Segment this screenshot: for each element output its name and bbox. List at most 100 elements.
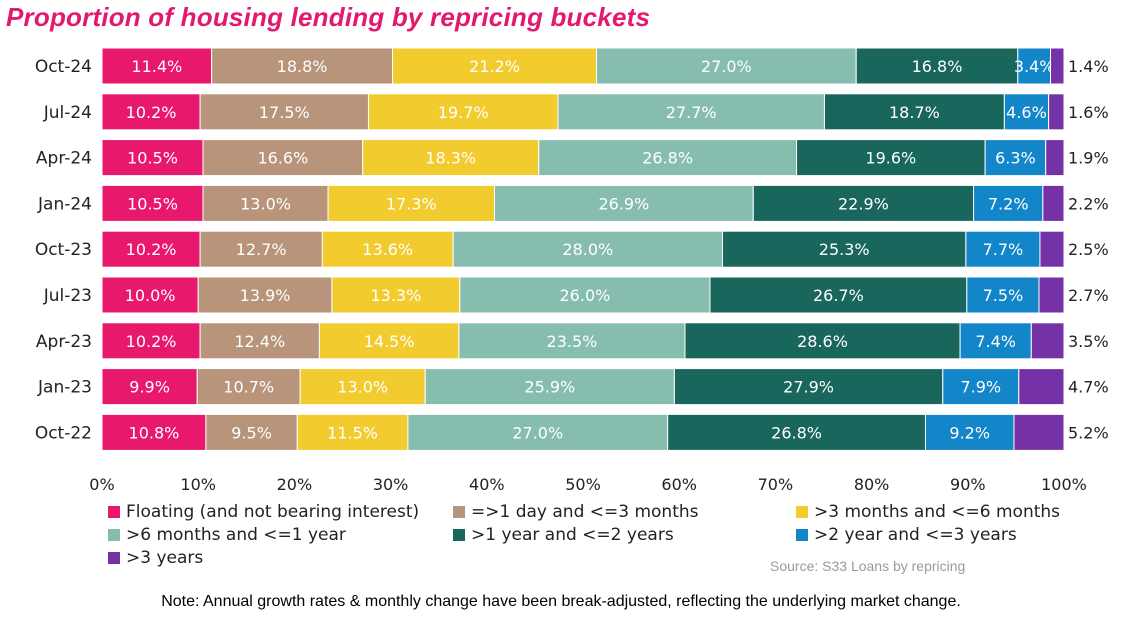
data-label: 7.4% bbox=[975, 332, 1016, 351]
bar-segment bbox=[101, 368, 198, 406]
data-label: 27.9% bbox=[783, 378, 834, 397]
bar-segment bbox=[538, 139, 798, 177]
bar-segment bbox=[752, 184, 975, 222]
bar-segment bbox=[1045, 139, 1065, 177]
legend-swatch bbox=[796, 506, 808, 518]
category-label: Apr-24 bbox=[36, 149, 92, 169]
bar-segment bbox=[199, 322, 320, 360]
data-label: 7.5% bbox=[983, 286, 1024, 305]
bar-segment bbox=[1042, 184, 1065, 222]
bar-segment bbox=[1013, 413, 1065, 451]
data-label: 2.7% bbox=[1068, 286, 1109, 305]
data-label: 9.2% bbox=[949, 423, 990, 442]
data-label: 27.7% bbox=[666, 103, 717, 122]
data-label: 12.4% bbox=[234, 332, 285, 351]
x-tick-label: 80% bbox=[854, 475, 890, 494]
legend-label: >6 months and <=1 year bbox=[126, 525, 346, 545]
data-label: 26.8% bbox=[642, 149, 693, 168]
legend-item-floating: Floating (and not bearing interest) bbox=[108, 502, 419, 522]
data-label: 10.2% bbox=[126, 103, 177, 122]
legend-swatch bbox=[796, 529, 808, 541]
legend-swatch bbox=[108, 552, 120, 564]
category-label: Oct-22 bbox=[35, 423, 92, 443]
bar-segment bbox=[942, 368, 1020, 406]
data-label: 7.7% bbox=[983, 240, 1024, 259]
data-label: 16.8% bbox=[912, 57, 963, 76]
data-label: 5.2% bbox=[1068, 423, 1109, 442]
legend-swatch bbox=[453, 529, 465, 541]
data-label: 13.9% bbox=[240, 286, 291, 305]
bar-segment bbox=[205, 413, 298, 451]
bar-segment bbox=[101, 322, 201, 360]
bar-segment bbox=[855, 47, 1019, 85]
bar-segment bbox=[796, 139, 986, 177]
data-label: 10.5% bbox=[127, 149, 178, 168]
bar-segment bbox=[1038, 276, 1065, 314]
data-label: 28.0% bbox=[562, 240, 613, 259]
x-tick-label: 30% bbox=[373, 475, 409, 494]
category-label: Apr-23 bbox=[36, 332, 92, 352]
category-label: Jan-23 bbox=[37, 378, 92, 398]
bar-segment bbox=[667, 413, 926, 451]
data-label: 10.8% bbox=[129, 423, 180, 442]
bar-segment bbox=[1039, 230, 1065, 268]
x-tick-label: 70% bbox=[758, 475, 794, 494]
data-label: 9.9% bbox=[129, 378, 170, 397]
bar-segment bbox=[199, 230, 323, 268]
bar-segment bbox=[595, 47, 857, 85]
bar-segment bbox=[299, 368, 426, 406]
data-label: 10.2% bbox=[126, 332, 177, 351]
data-label: 18.3% bbox=[425, 149, 476, 168]
bar-segment bbox=[924, 413, 1015, 451]
footnote: Note: Annual growth rates & monthly chan… bbox=[161, 593, 961, 610]
data-label: 13.0% bbox=[337, 378, 388, 397]
data-label: 3.5% bbox=[1068, 332, 1109, 351]
data-label: 27.0% bbox=[512, 423, 563, 442]
data-label: 26.9% bbox=[598, 194, 649, 213]
legend-item-2year-3years: >2 year and <=3 years bbox=[796, 525, 1017, 545]
data-label: 3.4% bbox=[1014, 57, 1055, 76]
legend-label: Floating (and not bearing interest) bbox=[126, 502, 420, 522]
data-label: 26.8% bbox=[771, 423, 822, 442]
data-label: 22.9% bbox=[838, 194, 889, 213]
legend-item-3years: >3 years bbox=[108, 548, 203, 568]
data-label: 13.3% bbox=[370, 286, 421, 305]
bar-segment bbox=[684, 322, 961, 360]
bar-segment bbox=[493, 184, 754, 222]
bar-segment bbox=[331, 276, 461, 314]
legend-item-3months-6months: >3 months and <=6 months bbox=[796, 502, 1060, 522]
data-label: 19.6% bbox=[865, 149, 916, 168]
data-label: 25.3% bbox=[819, 240, 870, 259]
data-label: 28.6% bbox=[797, 332, 848, 351]
bar-segment bbox=[721, 230, 967, 268]
data-label: 4.7% bbox=[1068, 378, 1109, 397]
data-label: 11.5% bbox=[327, 423, 378, 442]
bar-segment bbox=[202, 139, 364, 177]
legend-label: >3 years bbox=[126, 548, 204, 568]
legend-swatch bbox=[108, 529, 120, 541]
bar-segment bbox=[424, 368, 675, 406]
bar-segment bbox=[407, 413, 669, 451]
data-label: 10.7% bbox=[223, 378, 274, 397]
bar-segment bbox=[362, 139, 540, 177]
legend-label: >2 year and <=3 years bbox=[814, 525, 1017, 545]
data-label: 9.5% bbox=[231, 423, 272, 442]
x-tick-label: 0% bbox=[89, 475, 114, 494]
data-label: 19.7% bbox=[438, 103, 489, 122]
legend-label: >3 months and <=6 months bbox=[814, 502, 1061, 522]
legend-label: >1 year and <=2 years bbox=[471, 525, 674, 545]
bar-segment bbox=[1050, 47, 1065, 85]
x-tick-label: 60% bbox=[661, 475, 697, 494]
bar-segment bbox=[965, 230, 1041, 268]
data-label: 10.0% bbox=[125, 286, 176, 305]
category-label: Jan-24 bbox=[37, 194, 92, 214]
source-note: Source: S33 Loans by repricing bbox=[770, 558, 966, 574]
data-label: 27.0% bbox=[701, 57, 752, 76]
bar-segment bbox=[196, 368, 301, 406]
data-label: 7.9% bbox=[960, 378, 1001, 397]
bar-segment bbox=[557, 93, 825, 131]
category-label: Jul-23 bbox=[43, 286, 92, 306]
bar-segment bbox=[973, 184, 1044, 222]
legend-item-1day-3months: =>1 day and <=3 months bbox=[453, 502, 699, 522]
data-label: 11.4% bbox=[131, 57, 182, 76]
